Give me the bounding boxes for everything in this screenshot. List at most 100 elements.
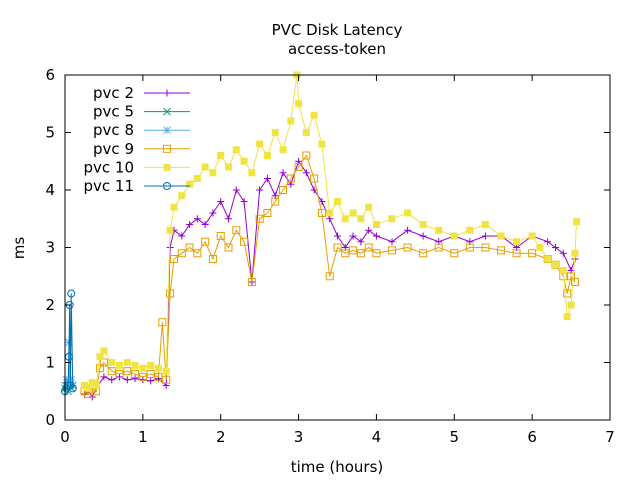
data-point [302, 129, 310, 136]
data-point [240, 198, 248, 205]
data-point [107, 367, 116, 376]
data-point [271, 129, 279, 136]
data-point [178, 232, 186, 240]
data-point [341, 215, 349, 223]
data-point [240, 157, 248, 165]
data-point [349, 209, 357, 217]
data-point [349, 246, 358, 255]
data-point [310, 111, 318, 119]
data-point [388, 238, 396, 246]
data-point [559, 249, 567, 257]
data-point [317, 209, 326, 217]
data-point [201, 221, 209, 228]
data-point [481, 243, 490, 252]
data-point [186, 180, 194, 188]
data-point [138, 372, 147, 381]
x-tick-label: 3 [294, 428, 304, 446]
data-point [465, 243, 474, 252]
data-point [302, 151, 311, 160]
data-point [147, 361, 155, 369]
y-tick-label: 5 [45, 124, 55, 142]
data-point [263, 175, 271, 182]
data-point [80, 382, 88, 389]
data-point [552, 244, 559, 251]
series-pvc-2 [80, 157, 579, 401]
data-point [497, 232, 505, 240]
data-point [225, 163, 232, 171]
data-point [232, 186, 240, 194]
data-point [232, 146, 240, 154]
data-point [166, 226, 174, 234]
data-point [263, 209, 272, 217]
data-point [154, 364, 162, 372]
data-point [372, 221, 380, 228]
data-point [116, 361, 123, 369]
y-tick-label: 6 [45, 66, 55, 84]
data-point [123, 367, 132, 376]
data-point [388, 246, 396, 255]
data-point [349, 232, 357, 240]
data-point [388, 215, 396, 223]
data-point [536, 244, 544, 251]
data-point [279, 146, 287, 154]
data-point [563, 289, 572, 298]
data-point [100, 347, 108, 355]
data-point [116, 373, 123, 381]
data-point [481, 232, 489, 240]
x-ticks: 0 1 2 3 4 5 6 7 [60, 75, 615, 446]
legend-label: pvc 11 [83, 177, 134, 195]
legend-label: pvc 10 [83, 158, 134, 176]
data-point [481, 221, 489, 228]
x-tick-label: 1 [138, 428, 148, 446]
data-point [573, 218, 581, 226]
data-point [419, 249, 428, 258]
data-point [466, 226, 474, 234]
x-tick-label: 0 [60, 428, 70, 446]
data-point [571, 249, 579, 257]
data-point [248, 169, 256, 177]
data-point [334, 198, 341, 205]
data-point [146, 370, 155, 378]
data-point [256, 186, 264, 194]
legend-marker [163, 126, 171, 135]
data-point [147, 377, 155, 385]
legend-label: pvc 5 [93, 103, 134, 121]
x-tick-label: 4 [372, 428, 382, 446]
data-point [325, 272, 334, 281]
legend-marker [163, 182, 171, 190]
data-point [209, 209, 217, 217]
data-point [357, 238, 365, 246]
data-point [326, 209, 334, 217]
data-point [563, 313, 571, 320]
legend-label: pvc 8 [93, 121, 134, 139]
data-point [177, 249, 186, 258]
data-point [224, 243, 233, 252]
data-point [333, 243, 342, 252]
x-tick-label: 2 [216, 428, 226, 446]
data-point [279, 186, 287, 194]
data-point [318, 140, 326, 148]
y-tick-label: 4 [45, 181, 55, 199]
data-point [559, 267, 567, 274]
data-point [67, 375, 76, 384]
data-point [528, 232, 536, 240]
data-point [528, 249, 537, 258]
data-point [365, 203, 373, 211]
data-point [217, 152, 225, 159]
data-point [287, 117, 295, 125]
data-point [403, 243, 412, 252]
data-point [88, 379, 96, 387]
data-point [201, 163, 209, 171]
legend-label: pvc 9 [93, 140, 134, 158]
legend-marker [163, 163, 171, 171]
data-point [404, 209, 412, 217]
data-point [225, 215, 232, 223]
data-point [123, 359, 131, 366]
legend-marker [163, 89, 171, 97]
data-point [108, 359, 116, 366]
data-point [193, 249, 202, 258]
data-point [92, 382, 100, 389]
series-pvc-10 [80, 71, 581, 392]
data-point [372, 249, 381, 258]
